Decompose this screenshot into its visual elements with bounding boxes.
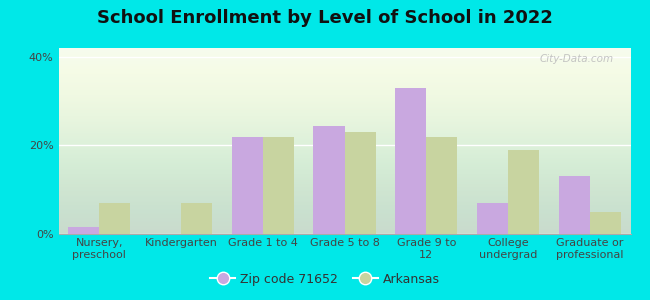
Bar — [395, 88, 426, 234]
Bar — [508, 150, 539, 234]
Text: School Enrollment by Level of School in 2022: School Enrollment by Level of School in … — [97, 9, 553, 27]
Bar — [426, 136, 457, 234]
Bar — [313, 125, 345, 234]
Bar — [590, 212, 621, 234]
Bar — [477, 203, 508, 234]
Bar — [99, 203, 131, 234]
Bar — [181, 203, 212, 234]
Bar — [68, 227, 99, 234]
Legend: Zip code 71652, Arkansas: Zip code 71652, Arkansas — [205, 268, 445, 291]
Bar — [232, 136, 263, 234]
Bar — [263, 136, 294, 234]
Text: City-Data.com: City-Data.com — [540, 54, 614, 64]
Bar — [344, 132, 376, 234]
Bar — [558, 176, 590, 234]
